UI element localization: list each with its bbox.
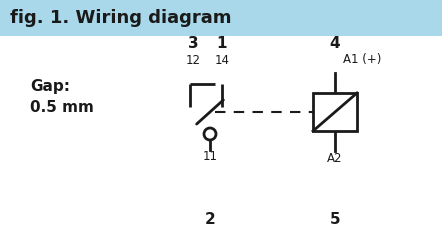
Text: Gap:: Gap: — [30, 80, 70, 94]
Text: A1 (+): A1 (+) — [343, 53, 381, 67]
Circle shape — [204, 128, 216, 140]
Text: 14: 14 — [214, 53, 229, 67]
Text: 2: 2 — [205, 212, 215, 227]
Text: A2: A2 — [327, 152, 343, 166]
Text: 11: 11 — [202, 150, 217, 162]
Text: 1: 1 — [217, 37, 227, 52]
Text: 0.5 mm: 0.5 mm — [30, 99, 94, 114]
Bar — [313, 93, 357, 131]
FancyBboxPatch shape — [0, 0, 442, 36]
Text: 12: 12 — [186, 53, 201, 67]
Text: 3: 3 — [188, 37, 198, 52]
Text: fig. 1. Wiring diagram: fig. 1. Wiring diagram — [10, 9, 232, 27]
Text: 4: 4 — [330, 37, 340, 52]
Text: 5: 5 — [330, 212, 340, 227]
